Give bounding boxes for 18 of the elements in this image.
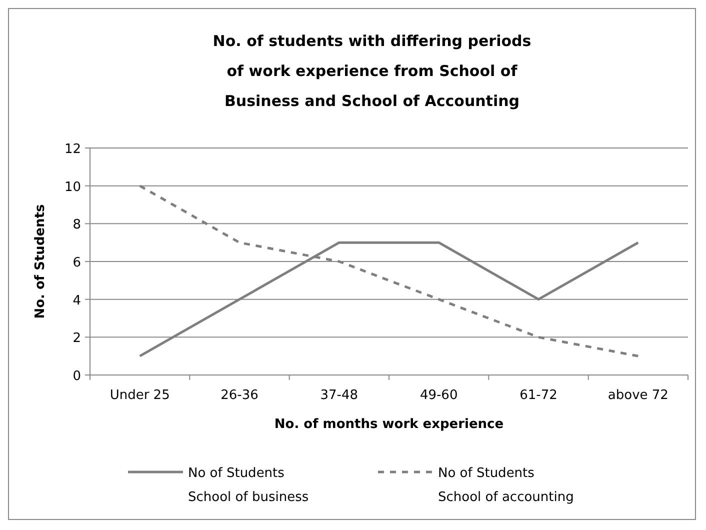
x-tick-label: 49-60 bbox=[420, 388, 458, 403]
x-axis-title: No. of months work experience bbox=[274, 417, 504, 432]
x-tick-label: above 72 bbox=[608, 388, 668, 403]
x-tick-label: 61-72 bbox=[520, 388, 558, 403]
y-tick-label: 4 bbox=[72, 293, 81, 308]
y-tick-label: 2 bbox=[72, 331, 81, 346]
chart-title: No. of students with differing periods of work experience from School of Business and School of Accounting bbox=[212, 32, 532, 110]
y-tick-label: 10 bbox=[64, 180, 81, 195]
y-axis-title: No. of Students bbox=[33, 204, 48, 319]
legend-label: No of Students School of accounting bbox=[438, 466, 574, 505]
y-tick-label: 6 bbox=[72, 256, 81, 270]
x-tick-label: 26-36 bbox=[220, 388, 258, 403]
x-tick-label: Under 25 bbox=[110, 388, 170, 403]
legend-label: No of Students School of business bbox=[188, 466, 309, 505]
y-tick-label: 8 bbox=[72, 218, 81, 233]
y-tick-label: 0 bbox=[72, 369, 81, 384]
x-tick-label: 37-48 bbox=[320, 388, 358, 403]
y-tick-label: 12 bbox=[64, 142, 81, 157]
